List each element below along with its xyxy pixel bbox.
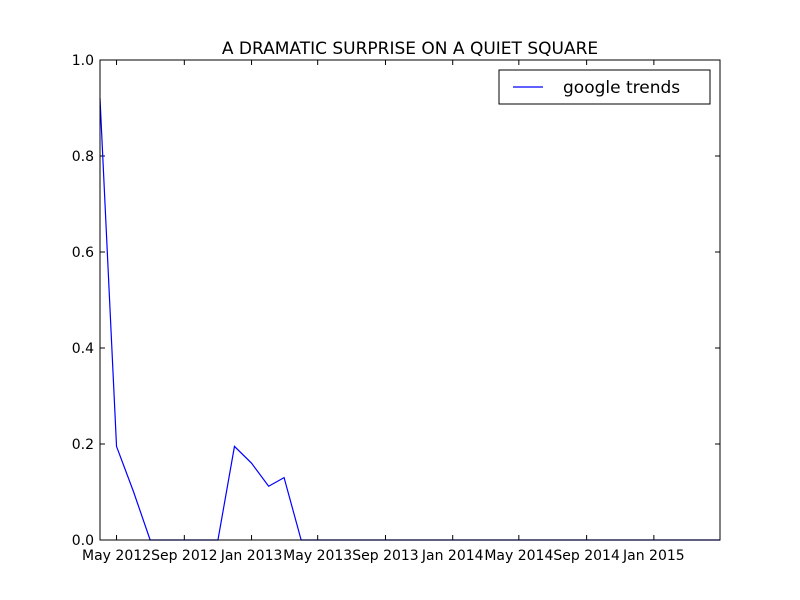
x-tick-label: Sep 2012 [151,548,217,564]
x-tick-label: Jan 2013 [220,548,283,564]
y-tick-label: 1.0 [72,53,94,69]
y-tick-label: 0.8 [72,149,94,165]
y-tick-label: 0.6 [72,245,94,261]
x-tick-label: Sep 2013 [352,548,418,564]
x-tick-label: Jan 2014 [421,548,484,564]
legend: google trends [498,69,711,105]
plot-frame [99,59,721,541]
x-tick-label: May 2013 [283,548,352,564]
x-tick-label: Jan 2015 [622,548,685,564]
plot-area [99,98,720,541]
series-line-google-trends [99,98,720,541]
y-tick-label: 0.2 [72,437,94,453]
legend-label: google trends [563,78,680,98]
chart-title: A DRAMATIC SURPRISE ON A QUIET SQUARE [222,39,598,59]
y-tick-label: 0.0 [72,533,94,549]
x-axis: May 2012 Sep 2012 Jan 2013 May 2013 Sep 2013… [82,60,685,564]
y-tick-label: 0.4 [72,341,94,357]
x-tick-label: May 2014 [484,548,553,564]
y-axis: 0.0 0.2 0.4 0.6 0.8 1.0 [72,53,720,549]
x-tick-label: Sep 2014 [553,548,620,564]
x-tick-label: May 2012 [82,548,151,564]
